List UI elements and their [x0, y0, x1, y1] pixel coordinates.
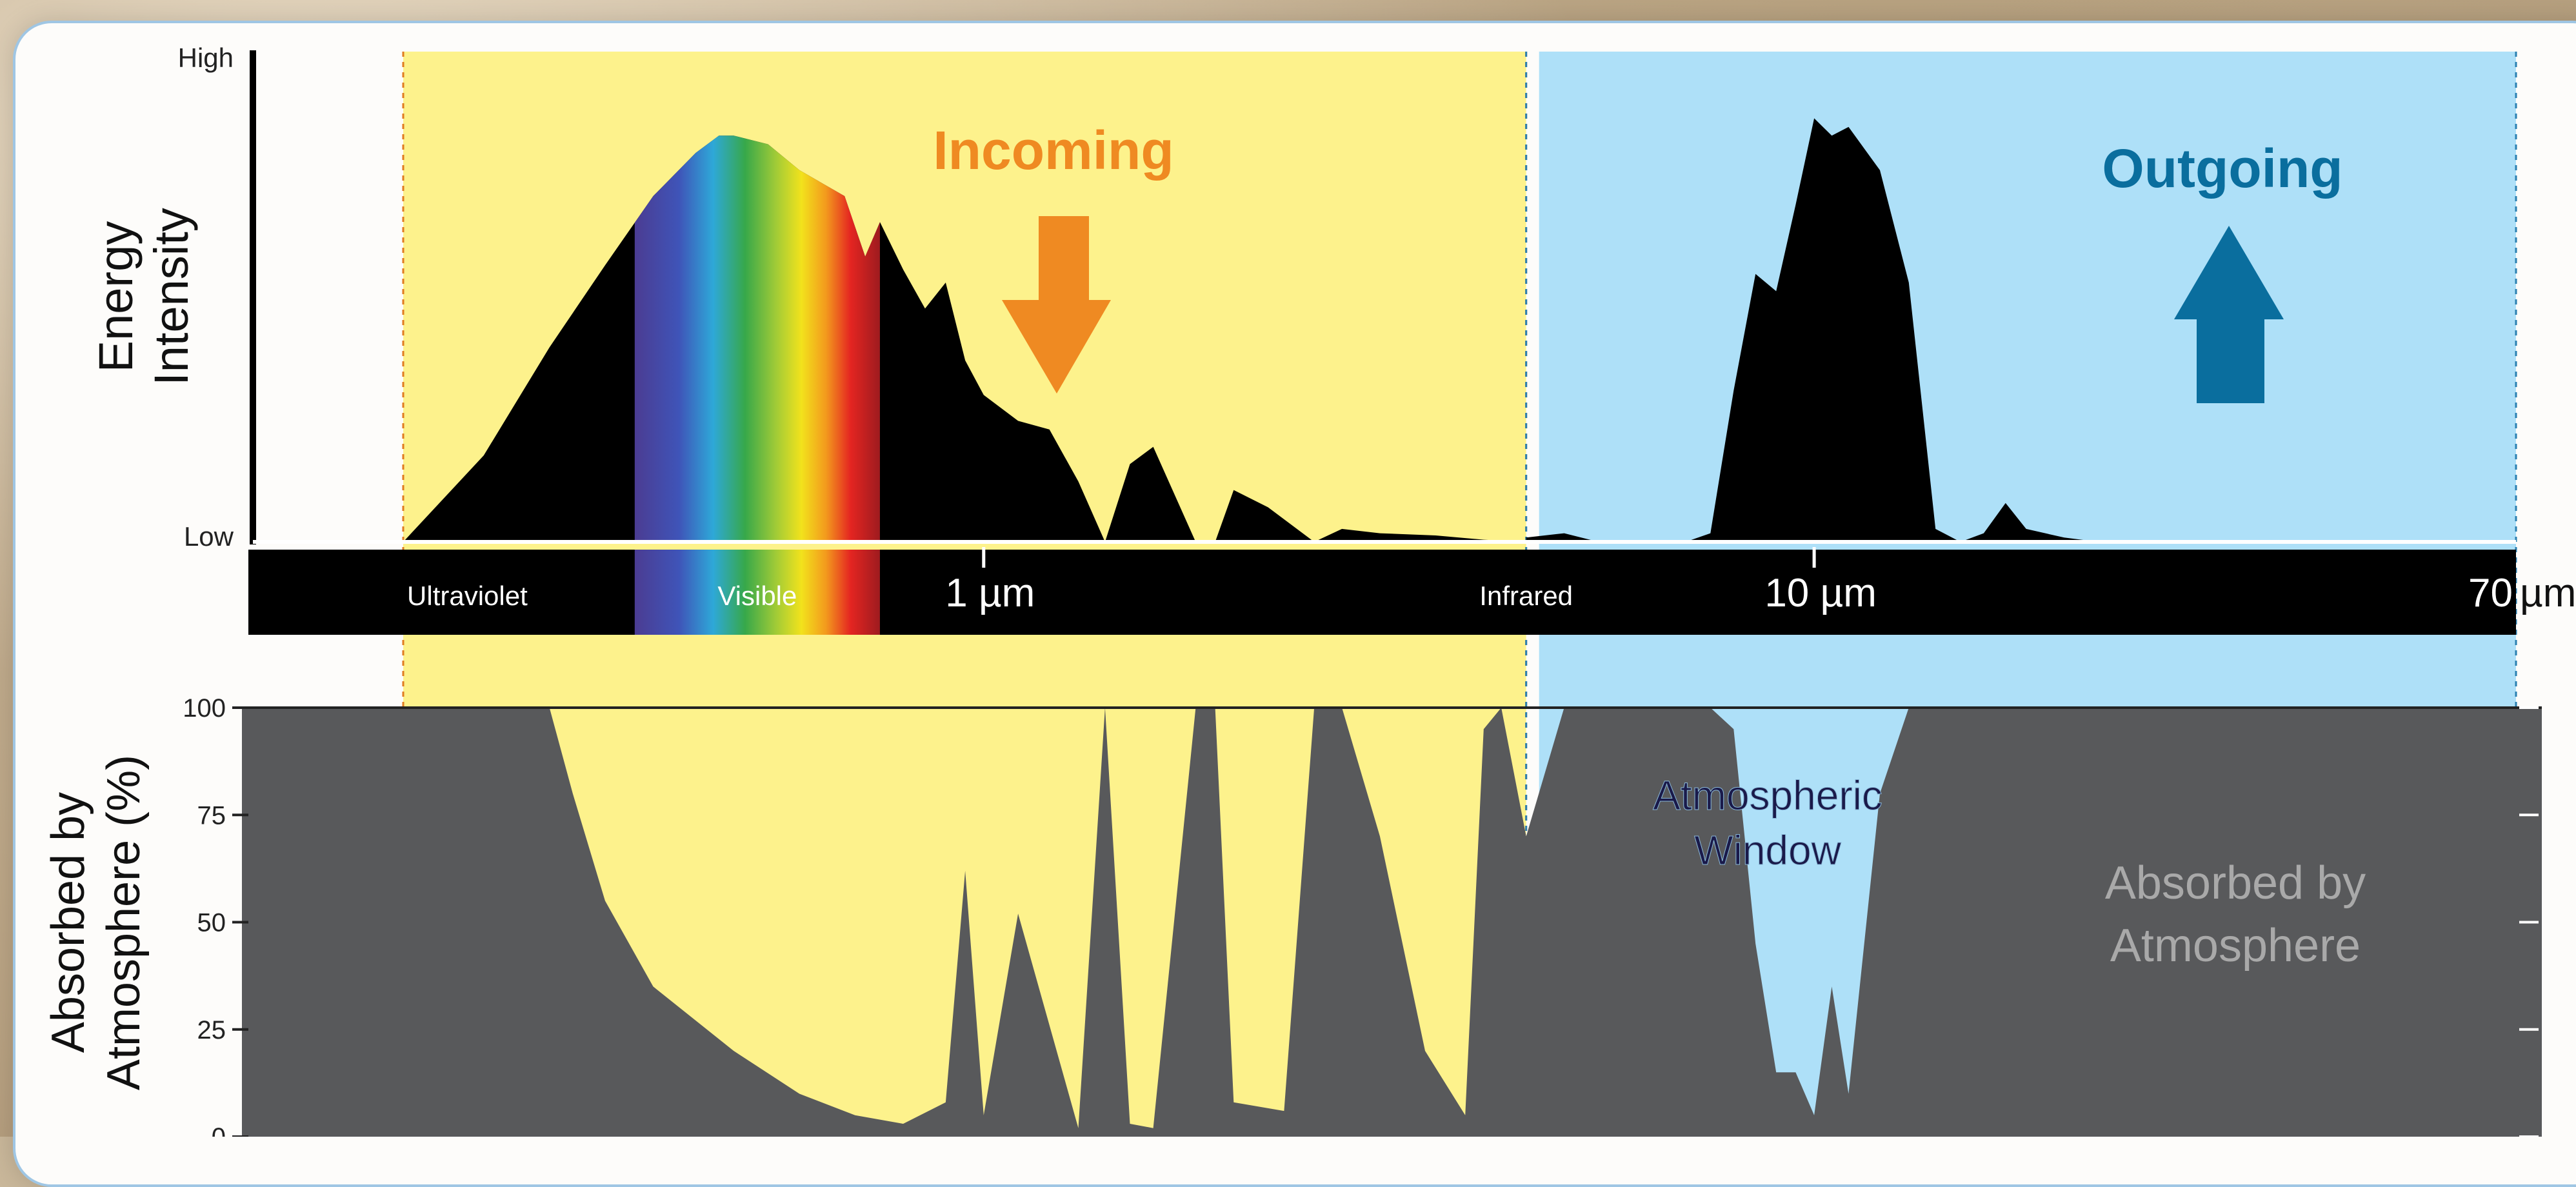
absorption-axis-title-line: Absorbed by	[43, 792, 94, 1053]
absorption-axis-title: Absorbed byAtmosphere (%)	[43, 755, 150, 1090]
y-axis-title-line: Intensity	[145, 208, 198, 386]
x-tick-label: 1 µm	[945, 571, 1035, 615]
emission-panel: High Low	[178, 43, 2516, 552]
y-tick-label: 25	[197, 1016, 226, 1044]
atmospheric-window-annotation: Atmospheric Window	[1653, 772, 1882, 873]
x-tick-label: 70	[2468, 571, 2513, 615]
absorbed-annotation-line: Atmosphere	[2110, 920, 2361, 972]
y-axis-title-line: Energy	[89, 221, 143, 372]
absorption-axis-title-line: Atmosphere (%)	[98, 755, 150, 1090]
y-axis-title: EnergyIntensity	[89, 208, 198, 386]
window-annotation-line: Window	[1694, 827, 1841, 873]
incoming-label: Incoming	[933, 120, 1173, 181]
wavelength-bar: Ultraviolet Visible Infrared 1 µm 10 µm 70 µm	[248, 547, 2576, 635]
outgoing-arrow	[2174, 226, 2284, 403]
window-annotation-line: Atmospheric	[1653, 772, 1882, 819]
y-tick-label: 100	[183, 694, 226, 723]
y-tick-label: 50	[197, 909, 226, 937]
band-label-infrared: Infrared	[1479, 581, 1573, 611]
absorption-area	[242, 708, 2542, 1137]
absorbed-annotation: Absorbed by Atmosphere	[2105, 857, 2366, 972]
absorbed-annotation-line: Absorbed by	[2105, 857, 2366, 909]
outgoing-label: Outgoing	[2102, 138, 2342, 199]
radiation-transmission-figure: 0 25 50 75 100 High Low Ultraviolet Visible Inf…	[43, 43, 2576, 1137]
x-tick-label: 10 µm	[1764, 571, 1877, 615]
band-label-ultraviolet: Ultraviolet	[407, 581, 528, 611]
x-unit-label: µm	[2520, 571, 2576, 615]
incoming-arrow	[1002, 216, 1111, 394]
y-tick-low: Low	[184, 521, 234, 552]
outgoing-series-area	[1526, 118, 2099, 542]
band-label-visible: Visible	[717, 581, 797, 611]
visible-band-bar	[634, 550, 880, 635]
visible-spectrum-fill	[634, 135, 880, 542]
y-tick-high: High	[178, 43, 234, 73]
y-tick-label: 0	[212, 1123, 226, 1137]
y-tick-label: 75	[197, 801, 226, 830]
absorption-panel: 0 25 50 75 100	[183, 694, 2542, 1137]
wavelength-bar-bg	[248, 550, 2516, 635]
